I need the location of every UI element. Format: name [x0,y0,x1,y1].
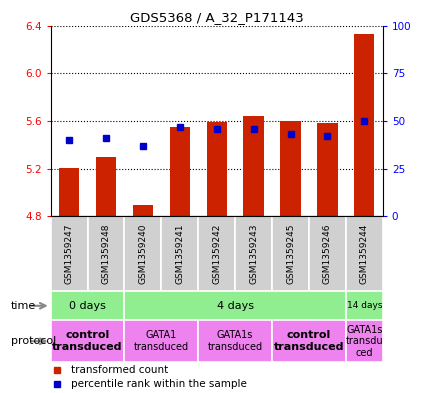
Bar [125,320,198,362]
Bar [51,217,88,292]
Text: GSM1359247: GSM1359247 [65,224,73,284]
Bar [161,217,198,292]
Bar [272,320,346,362]
Text: control
transduced: control transduced [52,331,123,352]
Text: 0 days: 0 days [69,301,106,311]
Text: protocol: protocol [11,336,56,346]
Text: control
transduced: control transduced [274,331,344,352]
Bar [346,217,383,292]
Bar [133,204,153,217]
Bar [88,217,125,292]
Bar [309,217,346,292]
Bar [51,320,125,362]
Bar [125,217,161,292]
Text: transformed count: transformed count [70,365,168,375]
Title: GDS5368 / A_32_P171143: GDS5368 / A_32_P171143 [130,11,304,24]
Text: GSM1359242: GSM1359242 [212,224,221,284]
Bar [280,121,301,217]
Text: time: time [11,301,36,311]
Bar [51,292,125,320]
Bar [243,116,264,217]
Text: GSM1359248: GSM1359248 [102,224,110,284]
Text: GSM1359245: GSM1359245 [286,224,295,284]
Text: GSM1359241: GSM1359241 [175,224,184,284]
Text: GSM1359243: GSM1359243 [249,224,258,284]
Text: GSM1359240: GSM1359240 [138,224,147,284]
Text: GSM1359246: GSM1359246 [323,224,332,284]
Bar [346,292,383,320]
Text: percentile rank within the sample: percentile rank within the sample [70,379,246,389]
Text: 4 days: 4 days [216,301,253,311]
Bar [96,157,116,217]
Bar [170,127,190,217]
Bar [346,320,383,362]
Bar [198,217,235,292]
Bar [272,217,309,292]
Bar [235,217,272,292]
Text: GATA1s
transdu
ced: GATA1s transdu ced [345,325,383,358]
Text: GATA1s
transduced: GATA1s transduced [208,331,263,352]
Text: GSM1359244: GSM1359244 [360,224,369,284]
Bar [59,167,79,217]
Text: GATA1
transduced: GATA1 transduced [134,331,189,352]
Bar [125,292,346,320]
Bar [206,122,227,217]
Bar [198,320,272,362]
Text: 14 days: 14 days [347,301,382,310]
Bar [354,34,374,217]
Bar [317,123,337,217]
